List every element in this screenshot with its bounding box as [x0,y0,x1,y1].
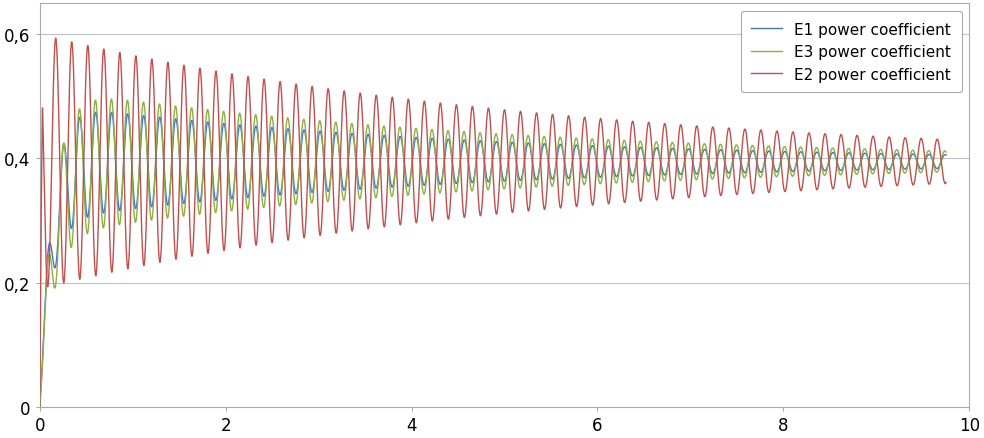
E1 power coefficient [199,149,211,155]
E3 power coefficient [105,97,117,102]
E3 power coefficient [710,162,722,167]
E2 power coefficient [578,120,589,125]
E3 power coefficient [380,137,392,142]
E1 power coefficient [779,149,791,155]
E1 power coefficient [710,162,722,167]
E1 power coefficient [380,141,392,147]
E3 power coefficient [578,181,589,187]
Line: E2 power coefficient: E2 power coefficient [39,39,946,407]
E2 power coefficient [710,150,722,155]
E1 power coefficient [940,153,952,158]
E2 power coefficient [380,208,392,213]
Line: E1 power coefficient: E1 power coefficient [39,113,946,407]
E1 power coefficient [624,164,636,169]
E3 power coefficient [940,150,952,155]
E2 power coefficient [940,180,952,186]
E3 power coefficient [779,145,791,150]
E1 power coefficient [33,404,45,410]
E1 power coefficient [578,174,589,180]
E2 power coefficient [33,404,45,410]
Line: E3 power coefficient: E3 power coefficient [39,100,946,407]
E2 power coefficient [199,178,211,184]
E3 power coefficient [624,167,636,173]
E2 power coefficient [779,190,791,195]
E2 power coefficient [624,150,636,155]
E3 power coefficient [33,404,45,410]
E3 power coefficient [199,141,211,147]
Legend: E1 power coefficient, E3 power coefficient, E2 power coefficient: E1 power coefficient, E3 power coefficie… [741,12,961,93]
E2 power coefficient [50,36,62,42]
E1 power coefficient [90,110,101,116]
